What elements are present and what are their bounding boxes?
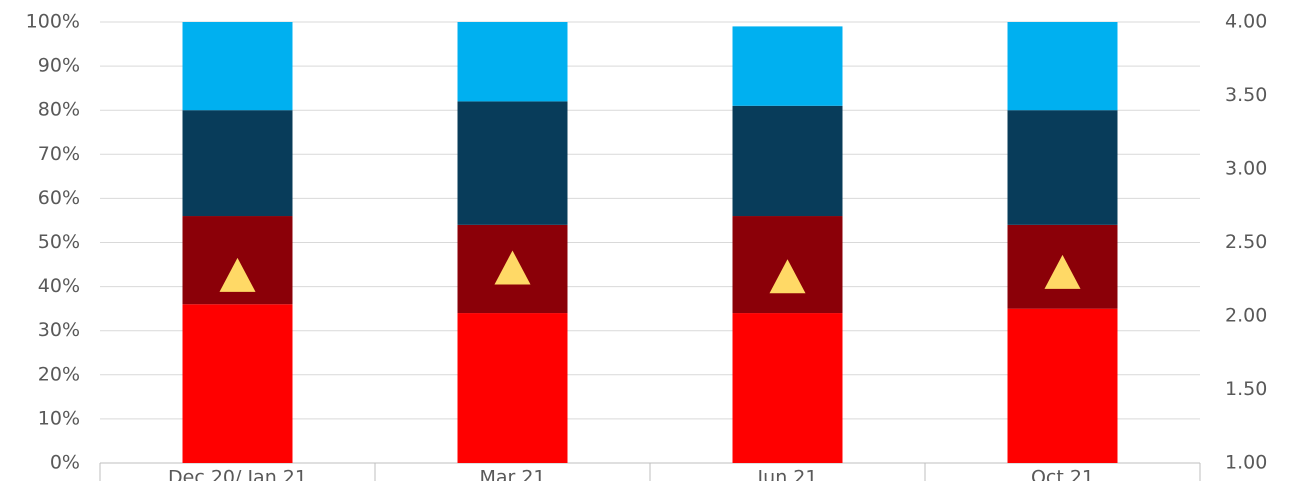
bar-segment xyxy=(732,313,843,463)
y-tick-label: 40% xyxy=(38,275,80,297)
triangle-marker xyxy=(494,250,531,285)
y-tick-label: 80% xyxy=(38,99,80,121)
bar-segment xyxy=(457,313,568,463)
x-tick-label: Oct 21 xyxy=(1031,467,1094,481)
y-tick-label: 60% xyxy=(38,187,80,209)
bar-segment xyxy=(182,110,293,217)
triangle-marker xyxy=(769,259,806,294)
bar-segment xyxy=(182,22,293,111)
bar-segment xyxy=(457,22,568,102)
x-tick-label: Dec 20/ Jan 21 xyxy=(168,467,307,481)
y2-tick-label: 3.50 xyxy=(1225,84,1267,106)
y-tick-label: 10% xyxy=(38,407,80,429)
y-tick-label: 0% xyxy=(50,452,80,474)
x-tick-label: Mar 21 xyxy=(479,467,545,481)
y2-tick-label: 3.00 xyxy=(1225,158,1267,180)
bar-segment xyxy=(182,304,293,463)
bar-segment xyxy=(1007,22,1118,111)
bar-segment xyxy=(732,105,843,217)
y2-tick-label: 1.50 xyxy=(1225,378,1267,400)
y2-tick-label: 2.50 xyxy=(1225,231,1267,253)
y-tick-label: 90% xyxy=(38,55,80,77)
y-tick-label: 50% xyxy=(38,231,80,253)
y2-tick-label: 1.00 xyxy=(1225,452,1267,474)
y-tick-label: 100% xyxy=(26,11,80,33)
triangle-marker xyxy=(219,257,256,292)
triangle-marker xyxy=(1044,254,1081,289)
y2-tick-label: 4.00 xyxy=(1225,11,1267,33)
y-tick-label: 30% xyxy=(38,319,80,341)
y-tick-label: 70% xyxy=(38,143,80,165)
bar-segment xyxy=(1007,308,1118,463)
bar-segment xyxy=(1007,110,1118,225)
y-tick-label: 20% xyxy=(38,363,80,385)
bar-segment xyxy=(457,101,568,225)
bar-segment xyxy=(732,26,843,106)
x-tick-label: Jun 21 xyxy=(757,467,818,481)
y2-tick-label: 2.00 xyxy=(1225,305,1267,327)
